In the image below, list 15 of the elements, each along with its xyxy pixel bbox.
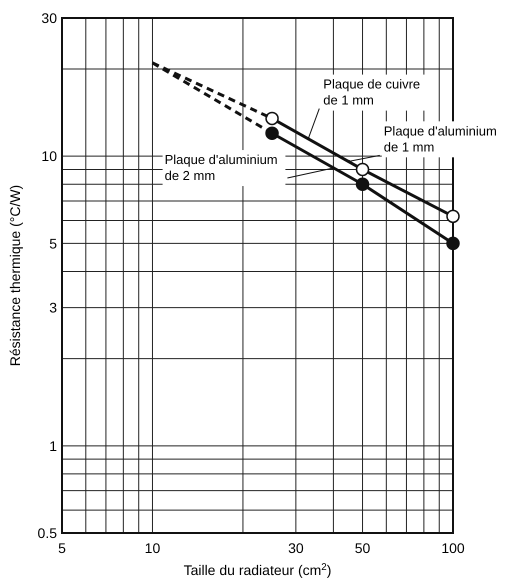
y-tick-label: 10 [41,148,58,164]
annotation: Plaque de cuivre de 1 mm [323,76,420,108]
y-tick-label: 5 [49,235,58,252]
x-tick-label: 100 [441,540,465,556]
annotation: Plaque d'aluminium de 1 mm [384,123,497,154]
y-tick-label: 30 [41,10,58,26]
y-tick-label: 0.5 [38,525,58,541]
y-axis-title: Résistance thermique (°C/W) [7,184,23,366]
x-tick-label: 10 [144,540,160,556]
y-tick-label: 1 [49,438,58,454]
x-tick-label: 30 [288,540,304,556]
y-tick-label: 3 [49,300,58,316]
x-axis-title: Taille du radiateur (cm$^{2}$) [184,562,332,578]
annotation: Plaque d'aluminium de 2 mm [164,152,278,184]
x-tick-label: 50 [354,540,371,556]
